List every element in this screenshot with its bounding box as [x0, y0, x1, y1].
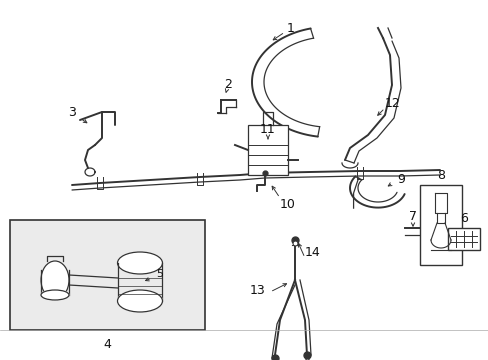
Text: 12: 12 — [385, 96, 400, 109]
Text: 11: 11 — [260, 122, 275, 135]
Text: 8: 8 — [436, 168, 444, 181]
Ellipse shape — [117, 252, 162, 274]
Text: 1: 1 — [286, 22, 294, 35]
Text: 2: 2 — [224, 77, 231, 90]
Text: 3: 3 — [68, 105, 76, 118]
Text: 6: 6 — [459, 212, 467, 225]
Text: 7: 7 — [408, 210, 416, 222]
Bar — [419, 185, 461, 265]
Text: 5: 5 — [156, 269, 163, 279]
Ellipse shape — [117, 290, 162, 312]
Bar — [247, 125, 287, 175]
Bar — [447, 228, 479, 250]
Bar — [10, 220, 204, 330]
Ellipse shape — [41, 290, 69, 300]
Text: 9: 9 — [396, 172, 404, 185]
Text: 14: 14 — [305, 247, 320, 260]
Text: 10: 10 — [280, 198, 295, 211]
Text: 13: 13 — [250, 284, 265, 297]
Ellipse shape — [41, 261, 69, 299]
Text: 4: 4 — [103, 338, 111, 351]
